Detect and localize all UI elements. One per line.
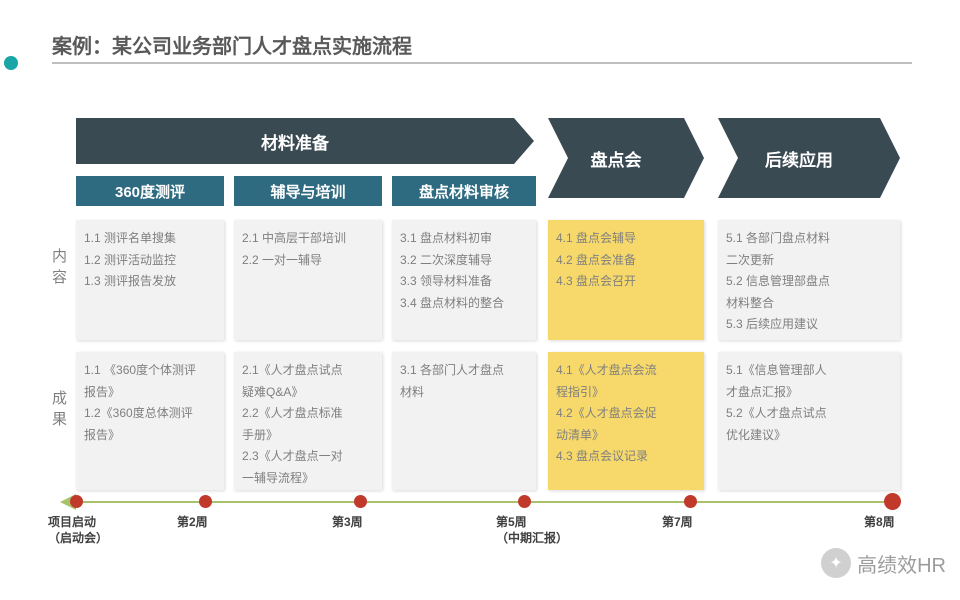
card-line: 4.1《人才盘点会流 [556,360,696,382]
card-line: 3.3 领导材料准备 [400,271,528,293]
chevron-notch [548,118,568,198]
output-card: 2.1《人才盘点试点疑难Q&A》2.2《人才盘点标准手册》2.3《人才盘点一对一… [234,352,382,490]
card-line: 2.2 一对一辅导 [242,250,374,272]
content-card: 5.1 各部门盘点材料二次更新5.2 信息管理部盘点材料整合5.3 后续应用建议 [718,220,900,340]
wechat-icon: ✦ [821,548,851,578]
timeline-dot [354,495,367,508]
card-line: 3.1 盘点材料初审 [400,228,528,250]
content-card: 3.1 盘点材料初审3.2 二次深度辅导3.3 领导材料准备3.4 盘点材料的整… [392,220,536,340]
card-line: 程指引》 [556,382,696,404]
row-label-content: 内容 [48,248,69,290]
accent-dot [4,56,18,70]
card-line: 一辅导流程》 [242,468,374,490]
timeline-dot [884,493,901,510]
card-line: 动清单》 [556,425,696,447]
phase-label: 后续应用 [718,118,880,198]
timeline-label: 第8周 [864,515,895,531]
card-line: 4.1 盘点会辅导 [556,228,696,250]
chevron-icon [880,118,900,198]
card-line: 手册》 [242,425,374,447]
timeline-label: 第7周 [662,515,693,531]
timeline-label: 第5周（中期汇报） [496,515,568,546]
timeline-label: 项目启动（启动会） [48,515,108,546]
card-line: 4.3 盘点会议记录 [556,446,696,468]
output-card: 5.1《信息管理部人才盘点汇报》5.2《人才盘点试点优化建议》 [718,352,900,490]
output-card: 4.1《人才盘点会流程指引》4.2《人才盘点会促动清单》4.3 盘点会议记录 [548,352,704,490]
phase-arrow: 盘点会 [548,118,704,198]
card-line: 优化建议》 [726,425,892,447]
card-line: 5.2 信息管理部盘点 [726,271,892,293]
chevron-icon [684,118,704,198]
content-card: 4.1 盘点会辅导4.2 盘点会准备4.3 盘点会召开 [548,220,704,340]
card-line: 3.2 二次深度辅导 [400,250,528,272]
card-line: 5.1 各部门盘点材料 [726,228,892,250]
card-line: 5.3 后续应用建议 [726,314,892,336]
content-card: 2.1 中高层干部培训2.2 一对一辅导 [234,220,382,340]
watermark-text: 高绩效HR [857,549,946,578]
card-line: 3.1 各部门人才盘点 [400,360,528,382]
subphase-header: 360度测评 [76,176,224,206]
card-line: 材料整合 [726,293,892,315]
card-line: 2.3《人才盘点一对 [242,446,374,468]
card-line: 2.1 中高层干部培训 [242,228,374,250]
timeline-dot [70,495,83,508]
card-line: 4.3 盘点会召开 [556,271,696,293]
timeline-dot [199,495,212,508]
card-line: 1.1 测评名单搜集 [84,228,216,250]
row-label-output: 成果 [48,390,69,432]
phase-arrow: 材料准备 [76,118,534,164]
page-title: 案例：某公司业务部门人才盘点实施流程 [52,30,412,59]
phase-arrow: 后续应用 [718,118,900,198]
output-card: 3.1 各部门人才盘点材料 [392,352,536,490]
card-line: 2.2《人才盘点标准 [242,403,374,425]
card-line: 二次更新 [726,250,892,272]
card-line: 1.2《360度总体测评 [84,403,216,425]
output-card: 1.1 《360度个体测评报告》1.2《360度总体测评报告》 [76,352,224,490]
card-line: 疑难Q&A》 [242,382,374,404]
card-line: 1.2 测评活动监控 [84,250,216,272]
timeline-dot [684,495,697,508]
card-line: 1.3 测评报告发放 [84,271,216,293]
timeline-label: 第3周 [332,515,363,531]
chevron-icon [514,118,534,164]
content-card: 1.1 测评名单搜集1.2 测评活动监控1.3 测评报告发放 [76,220,224,340]
card-line: 3.4 盘点材料的整合 [400,293,528,315]
chevron-notch [718,118,738,198]
phase-label: 盘点会 [548,118,684,198]
card-line: 才盘点汇报》 [726,382,892,404]
timeline-label: 第2周 [177,515,208,531]
card-line: 报告》 [84,425,216,447]
title-rule [52,62,912,64]
timeline-dot [518,495,531,508]
card-line: 4.2 盘点会准备 [556,250,696,272]
card-line: 5.1《信息管理部人 [726,360,892,382]
card-line: 5.2《人才盘点试点 [726,403,892,425]
card-line: 报告》 [84,382,216,404]
card-line: 1.1 《360度个体测评 [84,360,216,382]
card-line: 4.2《人才盘点会促 [556,403,696,425]
subphase-header: 辅导与培训 [234,176,382,206]
watermark: ✦ 高绩效HR [821,548,946,578]
phase-label: 材料准备 [76,118,514,164]
subphase-header: 盘点材料审核 [392,176,536,206]
card-line: 2.1《人才盘点试点 [242,360,374,382]
card-line: 材料 [400,382,528,404]
